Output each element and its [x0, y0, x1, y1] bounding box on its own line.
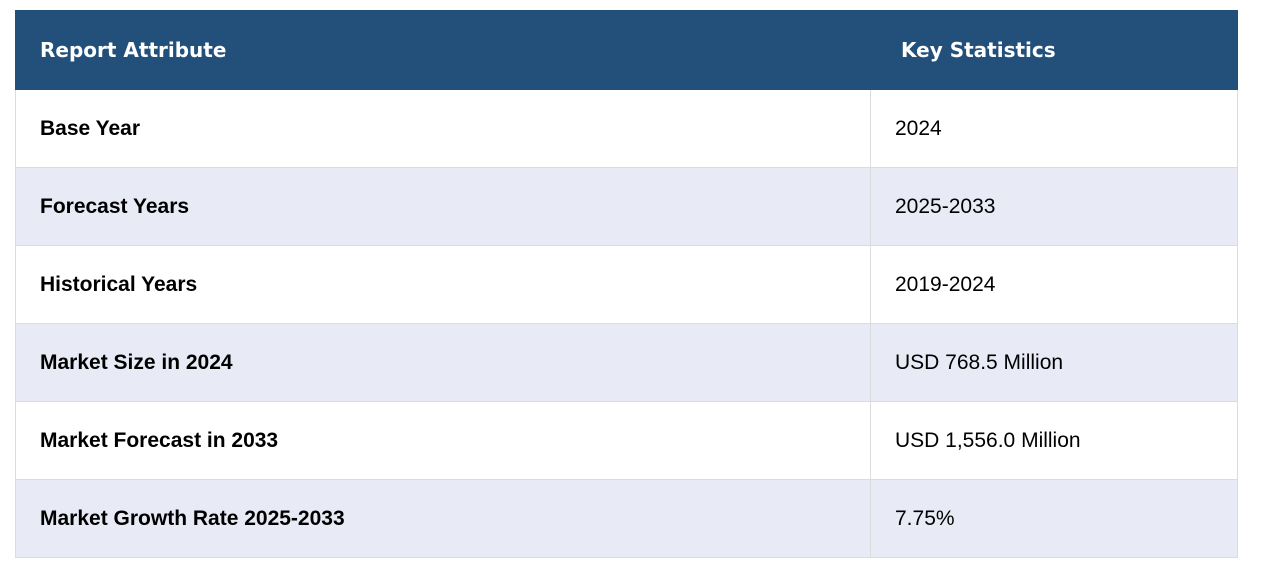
table-row: Forecast Years 2025-2033: [15, 167, 1238, 246]
row-value: 2025-2033: [870, 167, 1238, 246]
report-statistics-table-container: Report Attribute Key Statistics Base Yea…: [15, 10, 1238, 558]
table-header-row: Report Attribute Key Statistics: [15, 10, 1238, 90]
row-attribute: Market Size in 2024: [15, 323, 871, 402]
table-row: Market Growth Rate 2025-2033 7.75%: [15, 479, 1238, 558]
row-attribute: Historical Years: [15, 245, 871, 324]
row-attribute: Base Year: [15, 89, 871, 168]
table-row: Historical Years 2019-2024: [15, 245, 1238, 324]
report-statistics-table: Report Attribute Key Statistics Base Yea…: [15, 10, 1238, 558]
table-row: Market Size in 2024 USD 768.5 Million: [15, 323, 1238, 402]
row-attribute: Market Forecast in 2033: [15, 401, 871, 480]
row-value: 2019-2024: [870, 245, 1238, 324]
row-value: USD 768.5 Million: [870, 323, 1238, 402]
row-value: 7.75%: [870, 479, 1238, 558]
table-row: Base Year 2024: [15, 89, 1238, 168]
header-key-statistics: Key Statistics: [870, 10, 1238, 90]
header-report-attribute: Report Attribute: [15, 10, 871, 90]
row-attribute: Forecast Years: [15, 167, 871, 246]
row-attribute: Market Growth Rate 2025-2033: [15, 479, 871, 558]
row-value: 2024: [870, 89, 1238, 168]
table-row: Market Forecast in 2033 USD 1,556.0 Mill…: [15, 401, 1238, 480]
row-value: USD 1,556.0 Million: [870, 401, 1238, 480]
